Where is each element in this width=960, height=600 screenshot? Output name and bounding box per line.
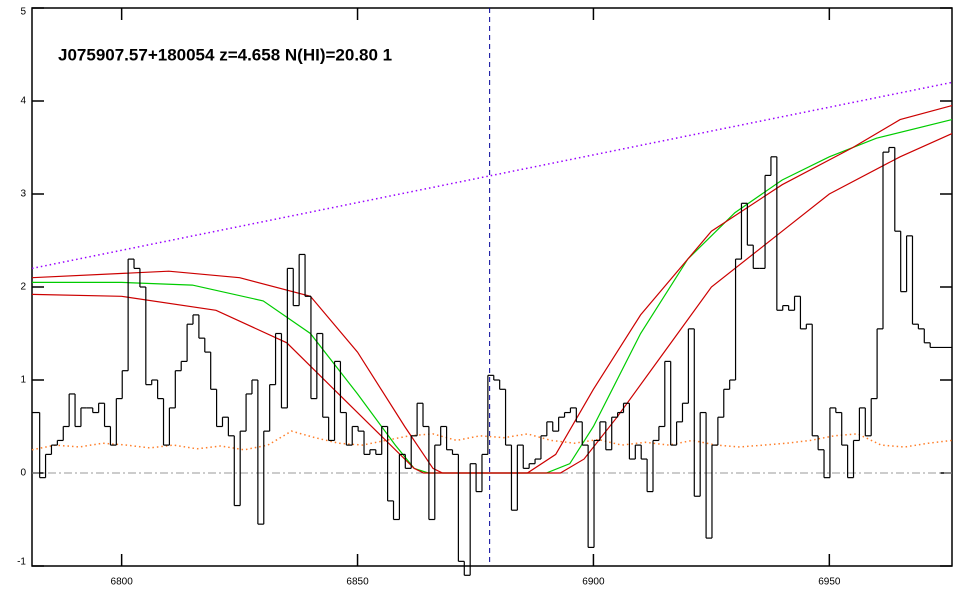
y-tick-label: 3 [20, 189, 26, 200]
y-tick-label: 0 [20, 468, 26, 479]
plot-frame [31, 7, 953, 567]
y-tick-label: 4 [20, 96, 26, 107]
y-tick-label: 2 [20, 282, 26, 293]
y-tick-label: 5 [20, 7, 26, 18]
y-tick-label: -1 [17, 557, 26, 568]
y-tick-label: 1 [20, 375, 26, 386]
model-line [32, 119, 953, 474]
chart-title: J075907.57+180054 z=4.658 N(HI)=20.80 1 [58, 45, 392, 64]
model-line [31, 81, 953, 270]
model-line [31, 133, 953, 474]
x-tick-label: 6950 [818, 577, 841, 588]
x-tick-label: 6900 [582, 577, 605, 588]
x-tick-label: 6850 [346, 577, 369, 588]
x-tick-label: 6800 [111, 577, 134, 588]
